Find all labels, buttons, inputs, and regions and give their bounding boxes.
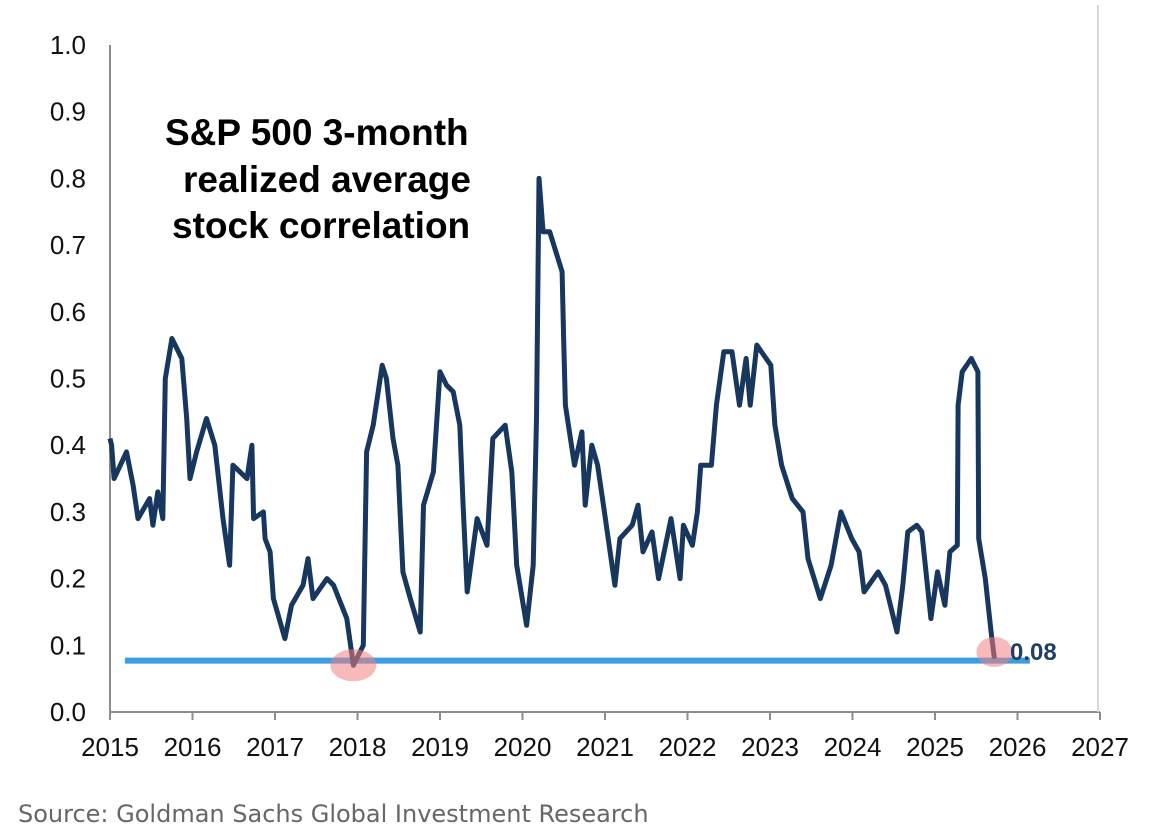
y-tick-label: 0.2 [50, 564, 86, 594]
x-tick-label: 2026 [989, 732, 1047, 762]
source-note: Source: Goldman Sachs Global Investment … [18, 800, 649, 828]
highlight-marker [330, 649, 377, 682]
x-tick-label: 2027 [1071, 732, 1129, 762]
x-tick-label: 2023 [741, 732, 799, 762]
annotation-line-2: realized average [183, 159, 471, 200]
y-tick-label: 0.1 [50, 630, 86, 660]
y-tick-label: 0.8 [50, 163, 86, 193]
x-tick-label: 2024 [824, 732, 882, 762]
y-tick-label: 1.0 [50, 30, 86, 60]
y-tick-label: 0.6 [50, 297, 86, 327]
y-tick-label: 0.4 [50, 430, 86, 460]
x-tick-label: 2019 [411, 732, 469, 762]
series-group [107, 175, 997, 668]
y-tick-label: 0.0 [50, 697, 86, 727]
y-tick-label: 0.9 [50, 97, 86, 127]
annotation-line-1: S&P 500 3-month [165, 112, 469, 153]
y-tick-label: 0.5 [50, 364, 86, 394]
y-tick-label: 0.3 [50, 497, 86, 527]
x-tick-label: 2015 [81, 732, 139, 762]
annotation-line-3: stock correlation [172, 205, 470, 246]
highlights-group [330, 636, 1013, 682]
highlight-marker [976, 636, 1013, 667]
x-tick-label: 2021 [576, 732, 634, 762]
x-tick-label: 2018 [329, 732, 387, 762]
x-tick-label: 2016 [164, 732, 222, 762]
series-line [107, 175, 997, 668]
x-tick-label: 2022 [659, 732, 717, 762]
x-tick-label: 2025 [906, 732, 964, 762]
x-tick-label: 2017 [246, 732, 304, 762]
x-tick-label: 2020 [494, 732, 552, 762]
latest-value-label: 0.08 [1010, 639, 1057, 666]
axes: 0.0 0.1 0.2 0.3 0.4 0.5 0.6 0.7 0.8 0.9 1.0 2015 201… [50, 5, 1129, 762]
y-tick-label: 0.7 [50, 230, 86, 260]
